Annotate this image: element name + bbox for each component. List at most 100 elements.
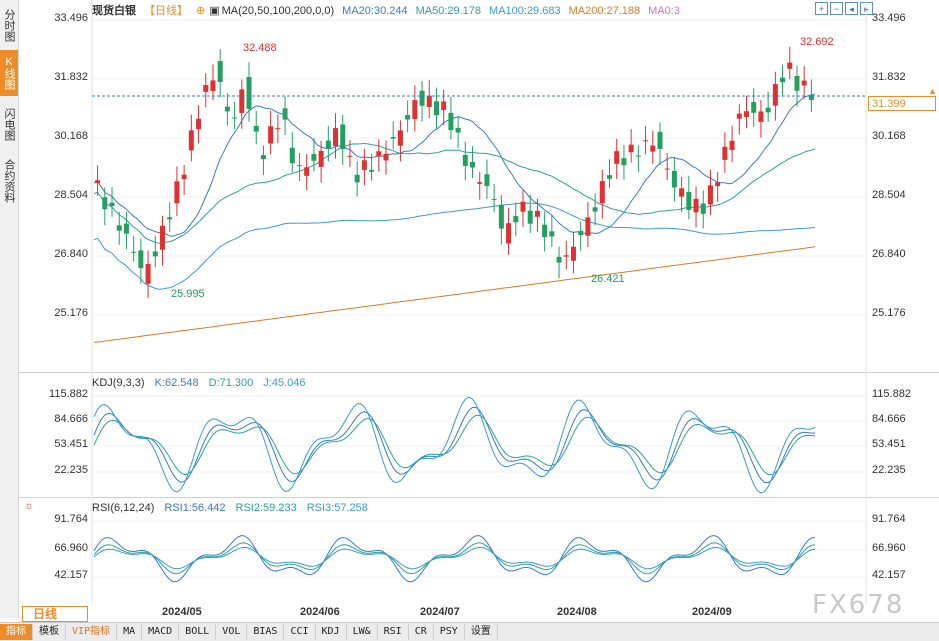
rsi1-value: RSI1:56.442 <box>164 502 226 514</box>
ma-toggle-icon[interactable]: ▣ <box>209 5 220 17</box>
tab-cci[interactable]: CCI <box>284 624 316 640</box>
tab-indicators[interactable]: 指标 <box>0 624 33 640</box>
ma20-line <box>93 93 816 237</box>
tab-timeshare[interactable]: 分时图 <box>3 8 15 42</box>
candle-body <box>592 207 598 212</box>
kdj-axis-left-label: 22.235 <box>54 464 88 476</box>
kdj-d-line <box>93 414 816 476</box>
kdj-params[interactable]: KDJ(9,3,3) <box>92 377 145 389</box>
low-annotation: 26.421 <box>591 273 625 285</box>
zoom-in-icon[interactable]: + <box>815 2 828 15</box>
candle-body <box>369 169 375 172</box>
candle-body <box>794 75 800 91</box>
kline-chart[interactable] <box>0 0 939 622</box>
kdj-axis-left-label: 84.666 <box>54 413 88 425</box>
kdj-k-line <box>93 407 816 484</box>
rsi-params[interactable]: RSI(6,12,24) <box>92 502 155 514</box>
candle-body <box>707 185 713 205</box>
candle-body <box>808 94 814 100</box>
tab-kline[interactable]: K线图 <box>0 50 18 96</box>
candle-body <box>686 191 692 210</box>
candle-body <box>95 180 101 183</box>
price-axis-left-label: 30.168 <box>54 130 88 142</box>
ma-params[interactable]: MA(20,50,100,200,0,0) <box>221 5 335 17</box>
candle-body <box>650 145 656 152</box>
candle-body <box>383 153 389 161</box>
candle-body <box>405 115 411 120</box>
candle-body <box>801 80 807 86</box>
scroll-left-icon[interactable]: ◂ <box>845 2 858 15</box>
kdj-j-value: J:45.046 <box>263 377 306 389</box>
price-axis-left-label: 25.176 <box>54 307 88 319</box>
candle-body <box>736 113 742 119</box>
tab-cr[interactable]: CR <box>409 624 434 640</box>
tab-macd[interactable]: MACD <box>142 624 180 640</box>
ma100-line <box>93 202 816 290</box>
candle-body <box>664 168 670 170</box>
tab-contract-info[interactable]: 合约资料 <box>3 159 15 203</box>
tab-psy[interactable]: PSY <box>434 624 465 640</box>
kdj-j-line <box>93 396 816 494</box>
candle-body <box>765 107 771 113</box>
watermark-logo: FX678 <box>812 590 905 620</box>
candle-body <box>614 151 620 164</box>
tab-lw[interactable]: LW& <box>347 624 378 640</box>
candle-body <box>758 111 764 122</box>
candle-body <box>131 251 137 253</box>
view-sidebar: 分时图 K线图 闪电图 合约资料 <box>0 0 19 618</box>
candle-body <box>304 167 310 176</box>
candle-body <box>224 106 230 112</box>
tab-ma[interactable]: MA <box>117 624 143 640</box>
candle-body <box>138 250 144 269</box>
candle-body <box>419 90 425 106</box>
candle-body <box>780 77 786 83</box>
candle-body <box>585 217 591 236</box>
settings-icon[interactable]: ⊕ <box>196 5 206 17</box>
candle-body <box>116 225 122 231</box>
kdj-axis-right-label: 22.235 <box>872 464 906 476</box>
period-indicator[interactable]: 【日线】 <box>144 5 188 17</box>
panel-divider[interactable] <box>19 372 939 373</box>
tab-rsi[interactable]: RSI <box>378 624 409 640</box>
tab-bias[interactable]: BIAS <box>247 624 285 640</box>
rsi3-line <box>93 546 816 570</box>
rsi-axis-right-label: 66.960 <box>872 542 906 554</box>
tab-flash-chart[interactable]: 闪电图 <box>3 107 15 141</box>
ma20-value: MA20:30.244 <box>342 5 408 17</box>
candle-body <box>693 198 699 213</box>
tab-vip-indicators[interactable]: VIP指标 <box>66 624 118 640</box>
candle-body <box>455 127 461 133</box>
rsi-axis-right-label: 42.157 <box>872 569 906 581</box>
candle-body <box>311 154 317 161</box>
candle-body <box>246 76 252 109</box>
zoom-out-icon[interactable]: − <box>830 2 843 15</box>
tab-boll[interactable]: BOLL <box>179 624 217 640</box>
candle-body <box>145 263 151 284</box>
candle-body <box>578 230 584 235</box>
candle-body <box>268 126 274 144</box>
tab-vol[interactable]: VOL <box>216 624 248 640</box>
panel-divider[interactable] <box>19 497 939 498</box>
candle-body <box>196 118 202 130</box>
candle-body <box>599 181 605 204</box>
candle-body <box>491 198 497 200</box>
price-axis-right-label: 33.496 <box>872 12 906 24</box>
tab-settings[interactable]: 设置 <box>465 624 498 640</box>
price-axis-right-label: 26.840 <box>872 248 906 260</box>
candle-body <box>318 150 324 167</box>
candle-body <box>333 128 339 147</box>
candle-body <box>159 225 165 250</box>
candle-body <box>563 255 569 257</box>
tab-templates[interactable]: 模板 <box>33 624 66 640</box>
candle-body <box>679 188 685 197</box>
period-selector-button[interactable]: 日线 <box>22 606 88 622</box>
price-axis-left-label: 31.832 <box>54 71 88 83</box>
tab-kdj[interactable]: KDJ <box>316 624 347 640</box>
date-axis-label: 2024/07 <box>420 606 460 618</box>
candle-body <box>477 182 483 184</box>
candle-body <box>253 125 259 132</box>
sun-icon[interactable]: ☼ <box>24 500 35 512</box>
price-axis-left-label: 26.840 <box>54 248 88 260</box>
ma100-value: MA100:29.683 <box>489 5 561 17</box>
price-axis-right-label: 25.176 <box>872 307 906 319</box>
